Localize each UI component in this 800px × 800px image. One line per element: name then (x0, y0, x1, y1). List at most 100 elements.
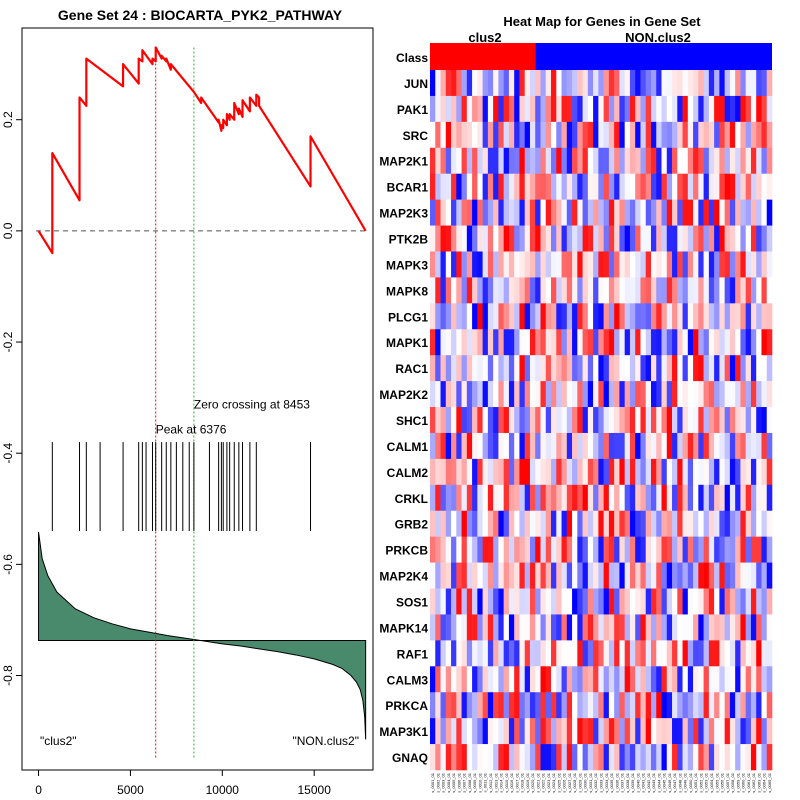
heatmap-cell (498, 640, 504, 667)
heatmap-cell (445, 666, 452, 693)
heatmap-cell (487, 718, 494, 745)
heatmap-cell (677, 381, 683, 408)
heatmap-cell (724, 95, 731, 123)
heatmap-cell (472, 329, 478, 356)
heatmap-cell (440, 303, 447, 330)
heatmap-cell (514, 614, 520, 641)
heatmap-cell (540, 277, 547, 304)
heatmap-cell (477, 562, 483, 589)
heatmap-cell (445, 147, 452, 175)
heatmap-cell (672, 458, 678, 486)
heatmap-cell (750, 510, 757, 537)
heatmap-cell (508, 173, 515, 200)
heatmap-cell (666, 744, 673, 771)
heatmap-cell (624, 147, 631, 175)
sample-label: s_0045_01 (662, 772, 667, 793)
heatmap-cell (519, 147, 526, 175)
heatmap-cell (703, 173, 710, 200)
heatmap-cell (677, 173, 683, 200)
heatmap-cell (561, 95, 568, 123)
heatmap-cell (619, 147, 625, 175)
heatmap-cell (493, 432, 499, 460)
heatmap-cell (466, 355, 473, 382)
heatmap-cell (535, 692, 541, 719)
heatmap-cell (724, 614, 731, 641)
heatmap-cell (545, 588, 552, 615)
heatmap-cell (566, 329, 573, 356)
heatmap-cell (750, 562, 757, 589)
heatmap-cell (540, 640, 547, 667)
heatmap-cell (661, 199, 668, 226)
heatmap-cell (503, 173, 510, 200)
heatmap-cell (661, 562, 668, 589)
heatmap-cell (466, 458, 473, 486)
heatmap-cell (598, 95, 604, 123)
heatmap-cell (540, 173, 547, 200)
heatmap-cell (640, 407, 647, 434)
heatmap-cell (519, 744, 526, 771)
gene-label: CALM1 (387, 440, 429, 454)
sample-label: s_0003_01 (441, 772, 446, 793)
gene-label: SRC (403, 129, 429, 143)
heatmap-cell (619, 225, 625, 252)
heatmap-cell (645, 484, 652, 512)
heatmap-cell (556, 277, 562, 304)
sample-label: s_0021_01 (535, 772, 540, 793)
heatmap-cell (545, 458, 552, 486)
heatmap-cell (761, 251, 768, 278)
heatmap-cell (519, 484, 526, 512)
heatmap-cell (756, 484, 762, 512)
heatmap-cell (682, 70, 689, 97)
heatmap-cell (608, 329, 615, 356)
ranked-metric-area (38, 532, 367, 740)
heatmap-cell (487, 95, 494, 123)
heatmap-cell (672, 666, 678, 693)
heatmap-cell (461, 147, 468, 175)
heatmap-cell (598, 407, 604, 434)
heatmap-cell (545, 692, 552, 719)
heatmap-cell (430, 536, 436, 563)
heatmap-cell (451, 510, 457, 537)
heatmap-cell (435, 640, 441, 667)
heatmap-cell (577, 251, 583, 278)
heatmap-cell (593, 277, 599, 304)
heatmap-cell (650, 303, 657, 330)
heatmap-cell (556, 718, 562, 745)
heatmap-cell (661, 147, 668, 175)
heatmap-cell (603, 510, 610, 537)
heatmap-cell (703, 355, 710, 382)
heatmap-cell (503, 510, 510, 537)
heatmap-cell (693, 147, 699, 175)
heatmap-cell (493, 121, 499, 149)
heatmap-cell (524, 251, 531, 278)
heatmap-cell (593, 95, 599, 123)
sample-label: s_0058_01 (730, 772, 735, 793)
heatmap-cell (714, 666, 720, 693)
heatmap-cell (466, 329, 473, 356)
heatmap-cell (593, 355, 599, 382)
heatmap-cell (677, 251, 683, 278)
heatmap-cell (472, 510, 478, 537)
heatmap-cell (435, 199, 441, 226)
heatmap-cell (498, 147, 504, 175)
heatmap-cell (572, 303, 578, 330)
heatmap-cell (703, 718, 710, 745)
heatmap-cell (650, 484, 657, 512)
heatmap-cell (519, 355, 526, 382)
heatmap-cell (451, 329, 457, 356)
heatmap-cell (624, 510, 631, 537)
x-tick-label: 15000 (298, 783, 332, 797)
sample-label: s_0013_01 (493, 772, 498, 793)
heatmap-cell (666, 70, 673, 97)
sample-label: s_0031_01 (588, 772, 593, 793)
heatmap-cell (682, 458, 689, 486)
heatmap-cell (456, 666, 462, 693)
heatmap-cell (745, 744, 752, 771)
gene-label: GRB2 (395, 518, 429, 532)
heatmap-cell (466, 251, 473, 278)
heatmap-cell (703, 692, 710, 719)
heatmap-cell (551, 407, 557, 434)
heatmap-cell (735, 458, 741, 486)
heatmap-cell (682, 355, 689, 382)
heatmap-cell (719, 666, 725, 693)
